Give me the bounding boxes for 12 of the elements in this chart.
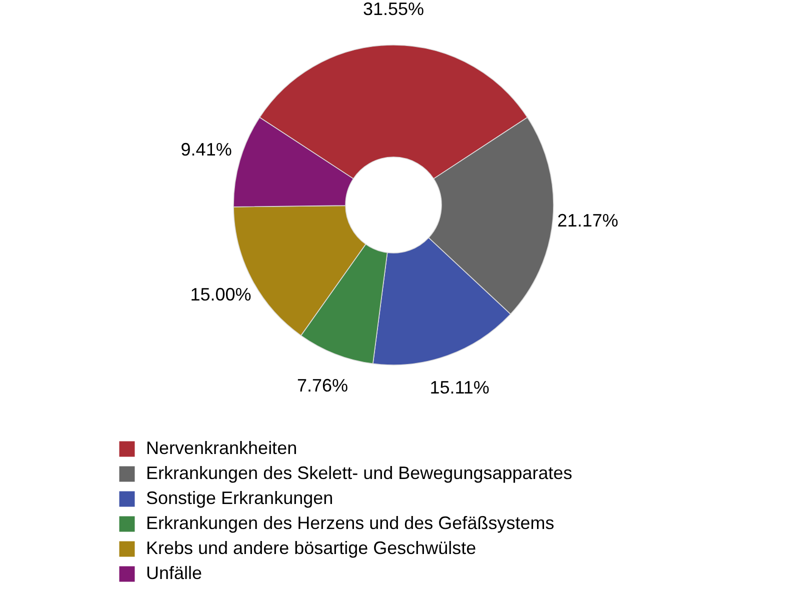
legend-label: Sonstige Erkrankungen [146, 488, 334, 508]
legend-label: Krebs und andere bösartige Geschwülste [146, 538, 476, 558]
data-label: 21.17% [557, 210, 618, 231]
data-label: 31.55% [362, 0, 424, 19]
data-label: 15.11% [430, 377, 490, 398]
legend-label: Unfälle [146, 563, 202, 583]
data-label: 7.76% [296, 376, 348, 396]
data-label: 15.00% [190, 284, 252, 305]
legend-label: Erkrankungen des Herzens und des Gefäßsystems [146, 513, 554, 533]
legend-label: Erkrankungen des Skelett- und Bewegungsapparates [146, 463, 572, 483]
legend-label: Nervenkrankheiten [146, 438, 298, 458]
data-label: 9.41% [180, 139, 232, 160]
